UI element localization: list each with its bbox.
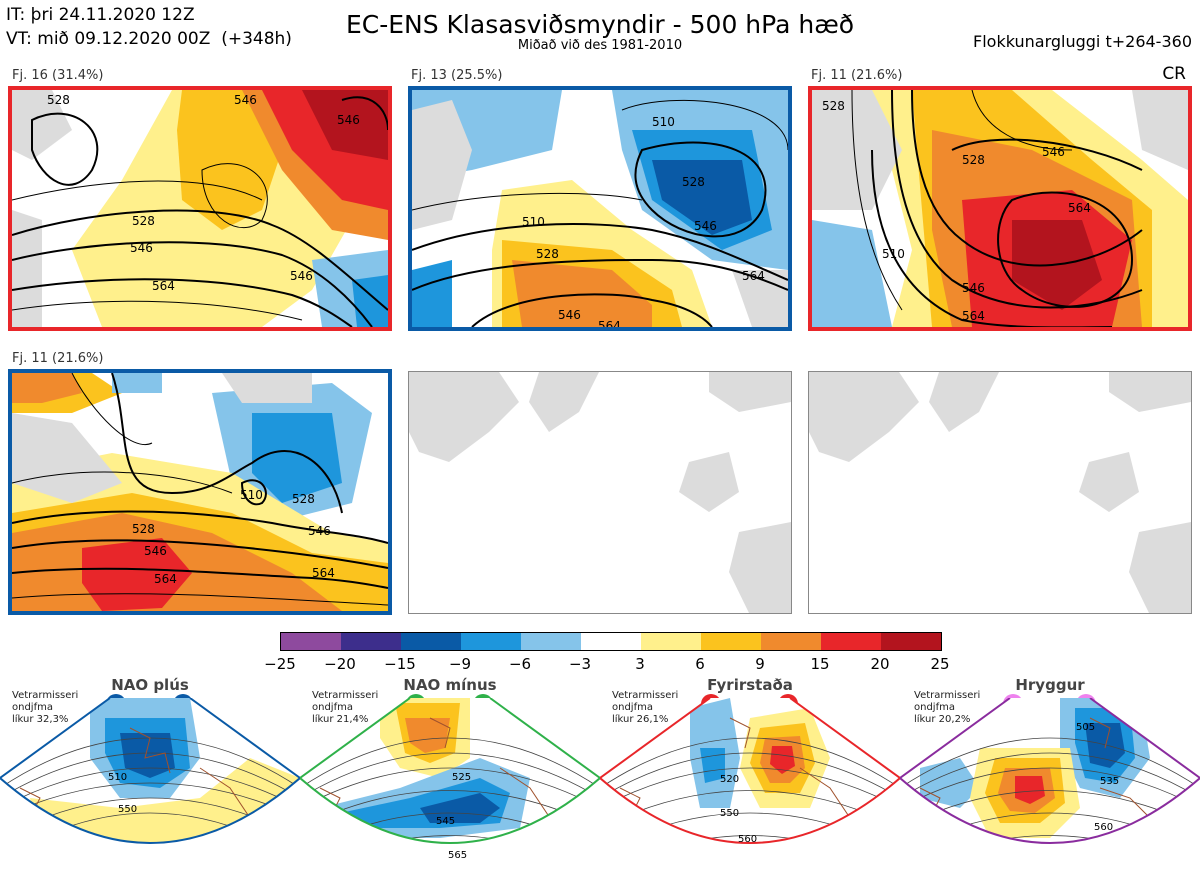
- contour-label: 546: [694, 219, 717, 233]
- regime-3-info: Vetrarmisseri ondjfma líkur 26,1%: [612, 690, 679, 725]
- contour-label: 565: [448, 850, 467, 861]
- regime-3-title: Fyrirstaða: [707, 676, 793, 694]
- colorbar-tick: −25: [264, 655, 296, 673]
- contour-label: 545: [436, 816, 455, 827]
- cr-label: CR: [1162, 64, 1186, 84]
- regime-2-info: Vetrarmisseri ondjfma líkur 21,4%: [312, 690, 379, 725]
- contour-label: 564: [312, 566, 335, 580]
- colorbar-swatch: [521, 633, 581, 650]
- empty-map-panel-6: [808, 371, 1192, 614]
- regime-1-map: 510 550: [0, 698, 300, 844]
- regime-4-info: Vetrarmisseri ondjfma líkur 20,2%: [914, 690, 981, 725]
- colorbar-tick: 9: [755, 655, 765, 673]
- contour-label: 510: [240, 488, 263, 502]
- colorbar-tick: −6: [508, 655, 532, 673]
- contour-label: 546: [337, 113, 360, 127]
- contour-label: 528: [292, 492, 315, 506]
- colorbar-swatch: [821, 633, 881, 650]
- contour-label: 546: [1042, 145, 1065, 159]
- contour-label: 564: [1068, 201, 1091, 215]
- contour-label: 520: [720, 774, 739, 785]
- cluster-panel-3: 528 546 564 546 564 510 528: [808, 86, 1192, 331]
- contour-label: 560: [738, 834, 757, 845]
- page-subtitle: Miðað við des 1981-2010: [517, 38, 683, 53]
- contour-label: 564: [152, 279, 175, 293]
- colorbar-tick: 6: [695, 655, 705, 673]
- contour-label: 528: [822, 99, 845, 113]
- classification-window: Flokkunargluggi t+264-360: [973, 32, 1192, 51]
- contour-label: 546: [962, 281, 985, 295]
- contour-label: 546: [290, 269, 313, 283]
- colorbar-swatch: [881, 633, 941, 650]
- contour-label: 546: [130, 241, 153, 255]
- contour-label: 528: [536, 247, 559, 261]
- contour-label: 550: [720, 808, 739, 819]
- contour-label: 528: [132, 522, 155, 536]
- contour-label: 564: [742, 269, 765, 283]
- contour-label: 510: [108, 772, 127, 783]
- cluster-panel-2: 510 528 546 564 510 528 546 564: [408, 86, 792, 331]
- panel-1-label: Fj. 16 (31.4%): [12, 68, 104, 83]
- colorbar-tick: 3: [635, 655, 645, 673]
- cluster-panel-4: 528 546 564 510 528 546 564: [8, 369, 392, 615]
- contour-label: 550: [118, 804, 137, 815]
- regime-4-title: Hryggur: [1015, 676, 1085, 694]
- regime-2-title: NAO mínus: [403, 676, 497, 694]
- cluster-panel-1: 528 546 564 546 546 546 528: [8, 86, 392, 331]
- colorbar-swatch: [701, 633, 761, 650]
- issue-time: IT: þri 24.11.2020 12Z: [6, 5, 195, 25]
- valid-time: VT: mið 09.12.2020 00Z (+348h): [6, 29, 292, 49]
- regime-3-map: 520 550 560: [600, 698, 900, 845]
- colorbar-swatch: [761, 633, 821, 650]
- colorbar-swatch: [581, 633, 641, 650]
- panel-4-label: Fj. 11 (21.6%): [12, 351, 104, 366]
- colorbar-swatch: [461, 633, 521, 650]
- contour-label: 564: [962, 309, 985, 323]
- contour-label: 525: [452, 772, 471, 783]
- contour-label: 546: [558, 308, 581, 322]
- contour-label: 564: [154, 572, 177, 586]
- contour-label: 510: [652, 115, 675, 129]
- colorbar-swatch: [641, 633, 701, 650]
- contour-label: 546: [234, 93, 257, 107]
- contour-label: 510: [882, 247, 905, 261]
- empty-map-panel-5: [408, 371, 792, 614]
- contour-label: 560: [1094, 822, 1113, 833]
- regime-1-info: Vetrarmisseri ondjfma líkur 32,3%: [12, 690, 79, 725]
- colorbar-tick: 25: [930, 655, 950, 673]
- regime-1-title: NAO plús: [111, 676, 189, 694]
- colorbar: [280, 632, 942, 651]
- colorbar-tick: −9: [448, 655, 472, 673]
- regime-2-map: 525 545 565: [300, 698, 600, 861]
- colorbar-tick: 20: [870, 655, 890, 673]
- colorbar-swatch: [341, 633, 401, 650]
- contour-label: 546: [144, 544, 167, 558]
- contour-label: 535: [1100, 776, 1119, 787]
- colorbar-tick: −15: [384, 655, 416, 673]
- colorbar-tick: −3: [568, 655, 592, 673]
- colorbar-tick: −20: [324, 655, 356, 673]
- contour-label: 546: [308, 524, 331, 538]
- contour-label: 528: [132, 214, 155, 228]
- contour-label: 528: [962, 153, 985, 167]
- colorbar-tick: 15: [810, 655, 830, 673]
- colorbar-swatch: [401, 633, 461, 650]
- contour-label: 505: [1076, 722, 1095, 733]
- colorbar-swatch: [281, 633, 341, 650]
- panel-3-label: Fj. 11 (21.6%): [811, 68, 903, 83]
- panel-2-label: Fj. 13 (25.5%): [411, 68, 503, 83]
- contour-label: 528: [682, 175, 705, 189]
- page-title: EC-ENS Klasasviðsmyndir - 500 hPa hæð: [345, 10, 855, 39]
- contour-label: 564: [598, 319, 621, 327]
- contour-label: 528: [47, 93, 70, 107]
- regime-4-map: 505 535 560: [900, 698, 1200, 844]
- contour-label: 510: [522, 215, 545, 229]
